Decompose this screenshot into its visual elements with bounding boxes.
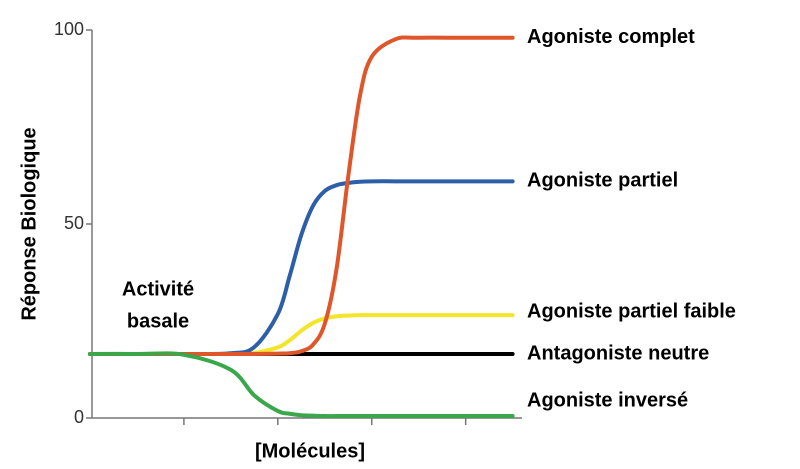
series-label: Antagoniste neutre <box>527 342 709 364</box>
series-label: Agoniste partiel faible <box>527 300 736 322</box>
y-tick-label: 100 <box>54 19 84 39</box>
y-tick-label: 0 <box>74 407 84 427</box>
series-label: Agoniste inversé <box>527 389 688 411</box>
y-tick-label: 50 <box>64 213 84 233</box>
series-label: Agoniste complet <box>527 26 695 48</box>
series-label: Agoniste partiel <box>527 170 678 192</box>
series-line <box>88 35 515 357</box>
x-axis-label: [Molécules] <box>255 440 365 462</box>
annotation: Activité <box>122 278 194 300</box>
annotation: basale <box>127 310 189 332</box>
series-line <box>88 351 515 419</box>
y-axis-label: Réponse Biologique <box>18 127 40 320</box>
